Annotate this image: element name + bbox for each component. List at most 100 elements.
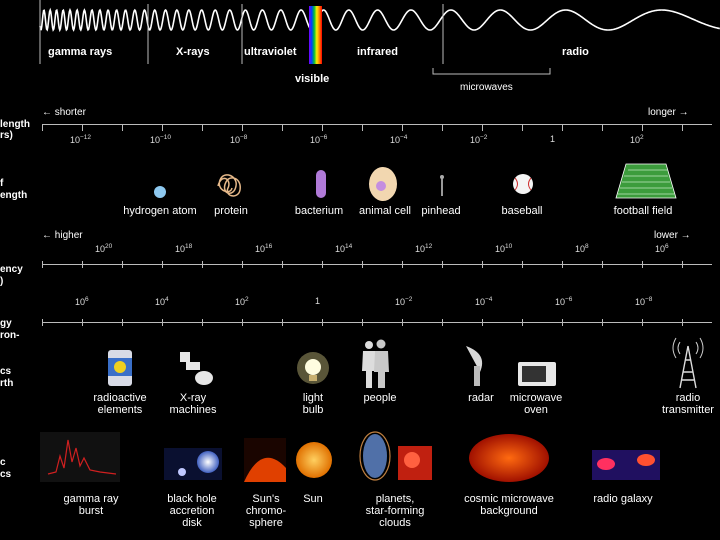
frequency-tick-label: 108 bbox=[575, 243, 589, 254]
person-body-icon bbox=[374, 351, 389, 388]
size-item-label: bacterium bbox=[259, 205, 379, 217]
energy-tick-label: 10−8 bbox=[635, 296, 652, 307]
wavelength-tick-base: 10 bbox=[390, 135, 401, 145]
earth-source-label: people bbox=[320, 392, 440, 404]
frequency-tick-label: 1018 bbox=[175, 243, 192, 254]
energy-tick-mark bbox=[522, 319, 523, 326]
earth-source-label-line: X-ray bbox=[179, 392, 207, 404]
x-ray-machine-icon bbox=[180, 352, 200, 370]
earth-source-label-line: oven bbox=[524, 404, 548, 416]
earth-source-label: radar bbox=[421, 392, 541, 404]
earth-source-label-line: transmitter bbox=[662, 404, 714, 416]
band-gamma-rays: gamma rays bbox=[48, 46, 113, 58]
light-bulb-icon bbox=[305, 359, 321, 375]
wavelength-tick-mark bbox=[442, 124, 443, 131]
frequency-side-label-units: ) bbox=[0, 276, 4, 287]
frequency-tick-base: 10 bbox=[415, 244, 426, 254]
wavelength-tick-mark bbox=[82, 124, 83, 131]
energy-tick-label: 10−2 bbox=[395, 296, 412, 307]
longer-arrow: longer → bbox=[648, 107, 689, 118]
energy-tick-base: 1 bbox=[315, 296, 321, 306]
wavelength-side-label-units: rs) bbox=[0, 130, 13, 141]
size-item-label-line: bacterium bbox=[294, 205, 344, 217]
energy-tick-mark bbox=[122, 319, 123, 326]
wavelength-tick-mark bbox=[362, 124, 363, 131]
wavelength-tick-mark bbox=[42, 124, 43, 131]
shorter-label: shorter bbox=[54, 107, 86, 118]
energy-side-label-units: ron- bbox=[0, 330, 20, 341]
earth-source-label: radio transmitter bbox=[628, 392, 720, 416]
wavelength-tick-base: 10 bbox=[70, 135, 81, 145]
frequency-tick-exponent: 14 bbox=[345, 243, 353, 250]
size-item-label: protein bbox=[171, 205, 291, 217]
cosmic-source-label-line: gamma ray bbox=[63, 493, 119, 505]
energy-tick-mark bbox=[442, 319, 443, 326]
energy-tick-exponent: −2 bbox=[405, 296, 413, 303]
earth-source-label-line: machines bbox=[169, 404, 217, 416]
person-body-icon bbox=[362, 351, 376, 388]
energy-tick-base: 10 bbox=[395, 297, 406, 307]
wavelength-tick-exponent: −4 bbox=[400, 134, 408, 141]
bacterium-icon bbox=[316, 170, 326, 198]
size-item-label: football field bbox=[583, 205, 703, 217]
protein-icon bbox=[217, 174, 241, 197]
wavelength-tick-mark bbox=[242, 124, 243, 131]
cosmic-source-label-line: cosmic microwave bbox=[464, 493, 554, 505]
wavelength-tick-mark bbox=[522, 124, 523, 131]
size-item-label: baseball bbox=[462, 205, 582, 217]
earth-source-label-line: radar bbox=[468, 392, 494, 404]
planet-ring bbox=[359, 431, 391, 481]
energy-tick-label: 104 bbox=[155, 296, 169, 307]
wavelength-tick-mark bbox=[682, 124, 683, 131]
frequency-tick-exponent: 18 bbox=[185, 243, 193, 250]
band-radio: radio bbox=[562, 46, 589, 58]
energy-tick-mark bbox=[322, 319, 323, 326]
visible-spectrum-strip bbox=[309, 6, 322, 64]
earth-source-label-line: elements bbox=[97, 404, 143, 416]
star-forming-cloud-glow bbox=[404, 452, 420, 468]
earth-source-label-line: people bbox=[363, 392, 397, 404]
frequency-tick-base: 10 bbox=[655, 244, 666, 254]
cosmic-source-label-line: radio galaxy bbox=[593, 493, 653, 505]
wavelength-tick-base: 10 bbox=[150, 135, 161, 145]
energy-tick-base: 10 bbox=[235, 297, 246, 307]
baseball-icon bbox=[513, 174, 533, 194]
person-head-icon bbox=[376, 339, 386, 349]
frequency-tick-mark bbox=[242, 261, 243, 268]
energy-tick-exponent: −8 bbox=[645, 296, 653, 303]
em-wave-diagram bbox=[39, 0, 720, 75]
energy-tick-mark bbox=[82, 319, 83, 326]
energy-tick-mark bbox=[202, 319, 203, 326]
radio-galaxy-lobe bbox=[637, 454, 655, 466]
frequency-tick-mark bbox=[282, 261, 283, 268]
energy-axis-line bbox=[42, 322, 712, 323]
energy-tick-mark bbox=[42, 319, 43, 326]
radar-dish-icon bbox=[466, 346, 483, 372]
light-bulb-base-icon bbox=[309, 375, 317, 381]
football-field-lines-icon bbox=[618, 169, 674, 195]
frequency-tick-mark bbox=[642, 261, 643, 268]
frequency-tick-exponent: 16 bbox=[265, 243, 273, 250]
cosmic-source-label-line: black hole bbox=[167, 493, 217, 505]
earth-source-label-line: radioactive bbox=[93, 392, 147, 404]
person-head-icon bbox=[365, 341, 373, 349]
band-microwaves: microwaves bbox=[460, 82, 513, 93]
energy-tick-mark bbox=[602, 319, 603, 326]
frequency-tick-mark bbox=[402, 261, 403, 268]
wavelength-tick-mark bbox=[162, 124, 163, 131]
cosmic-source-label-line: clouds bbox=[379, 517, 411, 529]
frequency-tick-mark bbox=[122, 261, 123, 268]
microwaves-bracket bbox=[432, 68, 551, 75]
energy-tick-mark bbox=[402, 319, 403, 326]
energy-tick-label: 10−6 bbox=[555, 296, 572, 307]
frequency-tick-exponent: 10 bbox=[505, 243, 513, 250]
wavelength-tick-label: 1 bbox=[550, 134, 555, 144]
earth-source-label-line: microwave bbox=[509, 392, 563, 404]
cosmic-sources-side-label-2: cs bbox=[0, 469, 12, 480]
earth-source-label: X-ray machines bbox=[133, 392, 253, 416]
size-item-label: animal cell bbox=[325, 205, 445, 217]
cosmic-source-label-line: sphere bbox=[249, 517, 283, 529]
wavelength-tick-exponent: −6 bbox=[320, 134, 328, 141]
cosmic-microwave-background-image bbox=[469, 434, 549, 482]
size-item-label: hydrogen atom bbox=[100, 205, 220, 217]
